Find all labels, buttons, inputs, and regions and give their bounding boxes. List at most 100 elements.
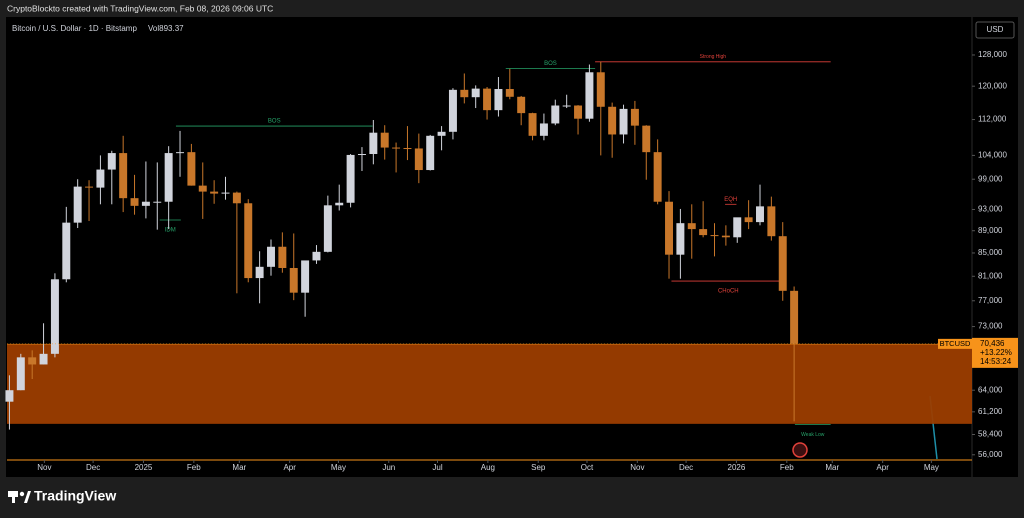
candle-body bbox=[733, 217, 742, 238]
y-tick-label: 64,000 bbox=[978, 385, 1003, 394]
candle-body bbox=[141, 201, 150, 206]
last-price: 70,436 bbox=[980, 339, 1005, 348]
candle-body bbox=[164, 153, 173, 202]
candle-body bbox=[596, 72, 605, 107]
candle-body bbox=[687, 223, 696, 230]
candle-body bbox=[778, 236, 787, 291]
candle-body bbox=[642, 125, 651, 153]
candle-body bbox=[335, 202, 344, 206]
y-tick-label: 77,000 bbox=[978, 296, 1003, 305]
x-tick-label: 2026 bbox=[728, 463, 746, 472]
y-tick-label: 73,000 bbox=[978, 322, 1003, 331]
symbol-label: BTCUSD bbox=[940, 339, 971, 348]
candle-body bbox=[323, 205, 332, 252]
candle-body bbox=[62, 222, 71, 280]
candle-body bbox=[210, 191, 219, 194]
candle-body bbox=[403, 148, 412, 150]
candle-body bbox=[130, 198, 139, 206]
candle-body bbox=[665, 201, 673, 255]
candle-body bbox=[653, 152, 662, 202]
y-tick-label: 89,000 bbox=[978, 226, 1003, 235]
candle-body bbox=[346, 154, 355, 203]
candle-body bbox=[426, 135, 435, 171]
candle-body bbox=[676, 223, 685, 255]
x-tick-label: Apr bbox=[876, 463, 889, 472]
candle-body bbox=[153, 201, 162, 203]
x-tick-label: Dec bbox=[86, 463, 100, 472]
x-tick-label: May bbox=[331, 463, 346, 472]
x-tick-label: 2025 bbox=[135, 463, 153, 472]
candle-body bbox=[585, 72, 594, 119]
event-icon[interactable] bbox=[792, 442, 808, 458]
x-tick-label: Sep bbox=[531, 463, 546, 472]
candle-body bbox=[483, 88, 492, 111]
annotation-label: Strong High bbox=[700, 54, 727, 60]
candle-body bbox=[619, 108, 628, 135]
x-tick-label: Jun bbox=[382, 463, 395, 472]
x-tick-label: May bbox=[924, 463, 939, 472]
candle-body bbox=[551, 105, 560, 124]
x-tick-label: Feb bbox=[780, 463, 794, 472]
candle-body bbox=[721, 235, 730, 238]
candle-body bbox=[392, 147, 401, 149]
candle-body bbox=[255, 266, 264, 279]
candle-body bbox=[221, 192, 230, 194]
candle-body bbox=[39, 353, 48, 365]
x-tick-label: Aug bbox=[481, 463, 495, 472]
candle-body bbox=[528, 113, 537, 136]
candle-body bbox=[16, 357, 25, 391]
candle-body bbox=[517, 96, 526, 114]
candle-body bbox=[494, 89, 503, 111]
currency-box[interactable] bbox=[975, 21, 1015, 39]
currency: USD bbox=[987, 25, 1004, 34]
candle-body bbox=[198, 185, 207, 192]
symbol-tag bbox=[938, 338, 972, 349]
candle-body bbox=[267, 246, 275, 267]
candle-body bbox=[574, 105, 583, 119]
zone bbox=[7, 344, 972, 424]
candle-body bbox=[710, 235, 719, 237]
header-caption: CryptoBlockto created with TradingView.c… bbox=[7, 3, 273, 13]
y-tick-label: 128,000 bbox=[978, 50, 1007, 59]
y-tick-label: 85,000 bbox=[978, 248, 1003, 257]
y-tick-label: 99,000 bbox=[978, 174, 1003, 183]
candle-body bbox=[630, 108, 639, 126]
candle-body bbox=[176, 152, 184, 154]
candle-body bbox=[119, 153, 128, 199]
candle-body bbox=[187, 152, 196, 186]
candle-body bbox=[73, 186, 82, 223]
candle-body bbox=[437, 131, 446, 136]
x-tick-label: Mar bbox=[232, 463, 246, 472]
annotation-label: BOS bbox=[268, 119, 281, 125]
candle-body bbox=[107, 153, 116, 170]
x-tick-label: Nov bbox=[37, 463, 51, 472]
candle-body bbox=[414, 148, 423, 171]
candle-body bbox=[744, 217, 753, 223]
candle-body bbox=[767, 206, 776, 237]
x-tick-label: Jul bbox=[432, 463, 442, 472]
change-label: +13.22% bbox=[980, 348, 1012, 357]
candle-body bbox=[539, 123, 548, 136]
candle-body bbox=[312, 251, 321, 261]
y-tick-label: 81,000 bbox=[978, 271, 1003, 280]
x-tick-label: Feb bbox=[187, 463, 201, 472]
candle-body bbox=[699, 229, 708, 236]
y-tick-label: 104,000 bbox=[978, 151, 1007, 160]
x-tick-label: Nov bbox=[630, 463, 644, 472]
x-tick-label: Mar bbox=[825, 463, 839, 472]
candle-body bbox=[357, 154, 366, 156]
candle-body bbox=[301, 260, 310, 293]
candle-body bbox=[608, 106, 617, 135]
candle-body bbox=[50, 279, 59, 354]
annotation-label: Weak Low bbox=[801, 432, 825, 438]
x-tick-label: Dec bbox=[679, 463, 693, 472]
volume-label: Vol893.37 bbox=[148, 24, 184, 33]
logo-mark bbox=[19, 491, 25, 497]
y-tick-label: 56,000 bbox=[978, 450, 1003, 459]
candle-body bbox=[460, 89, 469, 98]
y-tick-label: 120,000 bbox=[978, 81, 1007, 90]
candle-body bbox=[448, 89, 457, 132]
candle-body bbox=[756, 206, 764, 223]
